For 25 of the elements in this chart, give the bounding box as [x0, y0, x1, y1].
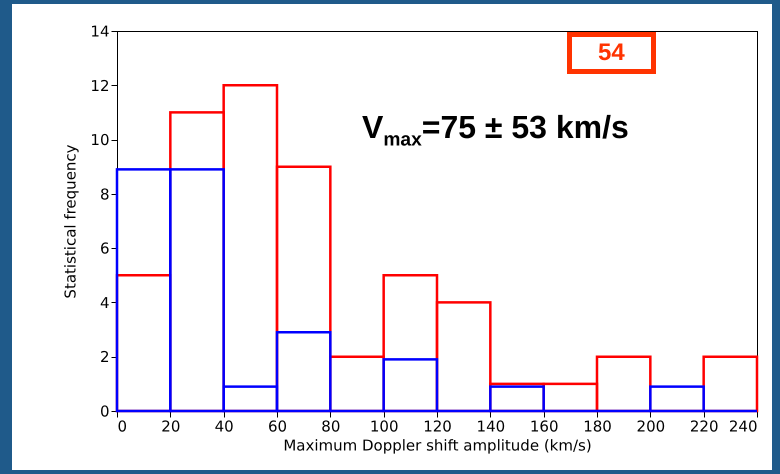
x-tick-label: 0 — [118, 418, 128, 436]
x-tick-label: 100 — [370, 418, 398, 436]
x-tick-label: 160 — [530, 418, 558, 436]
x-tick-label: 60 — [268, 418, 288, 436]
x-tick-label: 140 — [476, 418, 506, 436]
y-tick-label: 6 — [100, 240, 110, 258]
y-tick-label: 8 — [100, 185, 110, 204]
x-tick-label: 240 — [728, 418, 758, 436]
x-tick-label: 40 — [214, 418, 234, 436]
x-tick-label: 120 — [423, 418, 452, 436]
x-tick-label: 180 — [583, 418, 612, 436]
annotation: V$_{max}$=75 ± 53 km/s — [362, 109, 629, 152]
x-tick-label: 80 — [321, 418, 340, 436]
y-tick-label: 14 — [90, 22, 110, 40]
x-axis-title: Maximum Doppler shift amplitude (km/s) — [283, 436, 592, 454]
y-axis-title: Statistical frequency — [61, 144, 80, 299]
y-tick-label: 0 — [100, 402, 110, 420]
y-tick-label: 2 — [100, 348, 110, 366]
annotation: 54 — [567, 32, 656, 74]
x-tick-label: 20 — [161, 418, 180, 436]
y-tick-label: 4 — [100, 294, 110, 312]
x-tick-label: 200 — [636, 418, 666, 436]
y-tick-label: 12 — [90, 76, 110, 95]
x-tick-label: 220 — [690, 418, 718, 436]
y-tick-label: 10 — [90, 131, 110, 150]
